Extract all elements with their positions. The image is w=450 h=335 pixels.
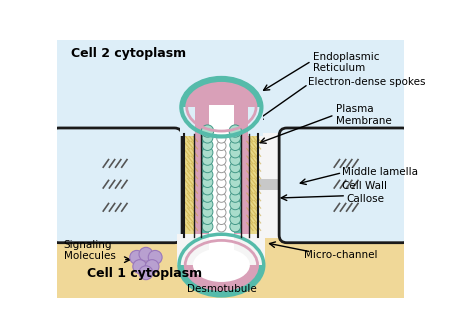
Circle shape xyxy=(202,192,213,202)
Circle shape xyxy=(230,132,241,143)
Circle shape xyxy=(230,140,241,150)
Circle shape xyxy=(230,199,241,210)
Circle shape xyxy=(145,260,159,273)
Circle shape xyxy=(217,200,226,210)
Circle shape xyxy=(217,223,226,232)
Circle shape xyxy=(202,140,213,150)
Circle shape xyxy=(139,266,153,280)
Circle shape xyxy=(148,250,162,264)
Circle shape xyxy=(229,125,241,137)
Bar xyxy=(57,238,404,298)
Text: Signaling
Molecules: Signaling Molecules xyxy=(63,240,115,261)
Bar xyxy=(201,105,241,136)
Circle shape xyxy=(217,163,226,173)
Circle shape xyxy=(202,154,213,165)
Ellipse shape xyxy=(185,241,257,290)
Circle shape xyxy=(202,147,213,158)
Bar xyxy=(195,233,248,265)
Circle shape xyxy=(230,154,241,165)
Circle shape xyxy=(217,171,226,180)
Bar xyxy=(209,233,234,265)
Ellipse shape xyxy=(181,78,261,136)
Circle shape xyxy=(217,178,226,188)
Circle shape xyxy=(230,169,241,180)
Circle shape xyxy=(133,260,147,273)
Circle shape xyxy=(217,141,226,150)
Text: Plasma
Membrane: Plasma Membrane xyxy=(336,104,392,126)
Text: Callose: Callose xyxy=(346,194,384,204)
Text: Cell 2 cytoplasm: Cell 2 cytoplasm xyxy=(71,47,186,60)
Bar xyxy=(57,179,404,190)
Circle shape xyxy=(202,169,213,180)
Bar xyxy=(194,134,249,237)
Bar xyxy=(201,233,241,265)
Bar xyxy=(195,105,248,136)
Bar xyxy=(57,133,404,238)
Circle shape xyxy=(202,177,213,188)
Ellipse shape xyxy=(179,234,264,296)
Bar xyxy=(57,40,404,133)
Circle shape xyxy=(230,177,241,188)
Circle shape xyxy=(230,162,241,173)
Circle shape xyxy=(202,214,213,224)
Text: Electron-dense spokes: Electron-dense spokes xyxy=(308,77,425,87)
Circle shape xyxy=(202,199,213,210)
Circle shape xyxy=(217,156,226,165)
Bar xyxy=(184,134,258,237)
Text: Cell Wall: Cell Wall xyxy=(342,181,387,191)
Circle shape xyxy=(217,208,226,217)
Circle shape xyxy=(230,184,241,195)
Circle shape xyxy=(230,214,241,224)
Bar xyxy=(209,105,234,136)
Circle shape xyxy=(230,206,241,217)
Bar xyxy=(177,234,266,265)
Circle shape xyxy=(217,186,226,195)
Circle shape xyxy=(230,192,241,202)
Circle shape xyxy=(217,215,226,224)
Text: Cell 1 cytoplasm: Cell 1 cytoplasm xyxy=(87,267,202,280)
Bar xyxy=(209,134,234,237)
Circle shape xyxy=(201,125,214,137)
Circle shape xyxy=(202,206,213,217)
FancyBboxPatch shape xyxy=(51,128,182,243)
Text: Endoplasmic
Reticulum: Endoplasmic Reticulum xyxy=(313,52,379,73)
Text: Middle lamella: Middle lamella xyxy=(342,167,418,177)
Circle shape xyxy=(230,221,241,232)
Text: Desmotubule: Desmotubule xyxy=(186,284,256,294)
Text: Micro-channel: Micro-channel xyxy=(304,250,377,260)
Circle shape xyxy=(139,247,153,261)
Circle shape xyxy=(202,162,213,173)
FancyBboxPatch shape xyxy=(279,128,410,243)
Circle shape xyxy=(230,147,241,158)
Circle shape xyxy=(217,193,226,202)
Ellipse shape xyxy=(193,248,250,282)
Circle shape xyxy=(217,149,226,158)
Circle shape xyxy=(202,221,213,232)
Ellipse shape xyxy=(187,83,256,131)
Bar xyxy=(180,107,263,136)
Bar xyxy=(184,134,258,237)
Circle shape xyxy=(202,132,213,143)
Circle shape xyxy=(217,134,226,143)
Circle shape xyxy=(202,184,213,195)
Circle shape xyxy=(130,250,144,264)
Bar xyxy=(201,134,241,237)
